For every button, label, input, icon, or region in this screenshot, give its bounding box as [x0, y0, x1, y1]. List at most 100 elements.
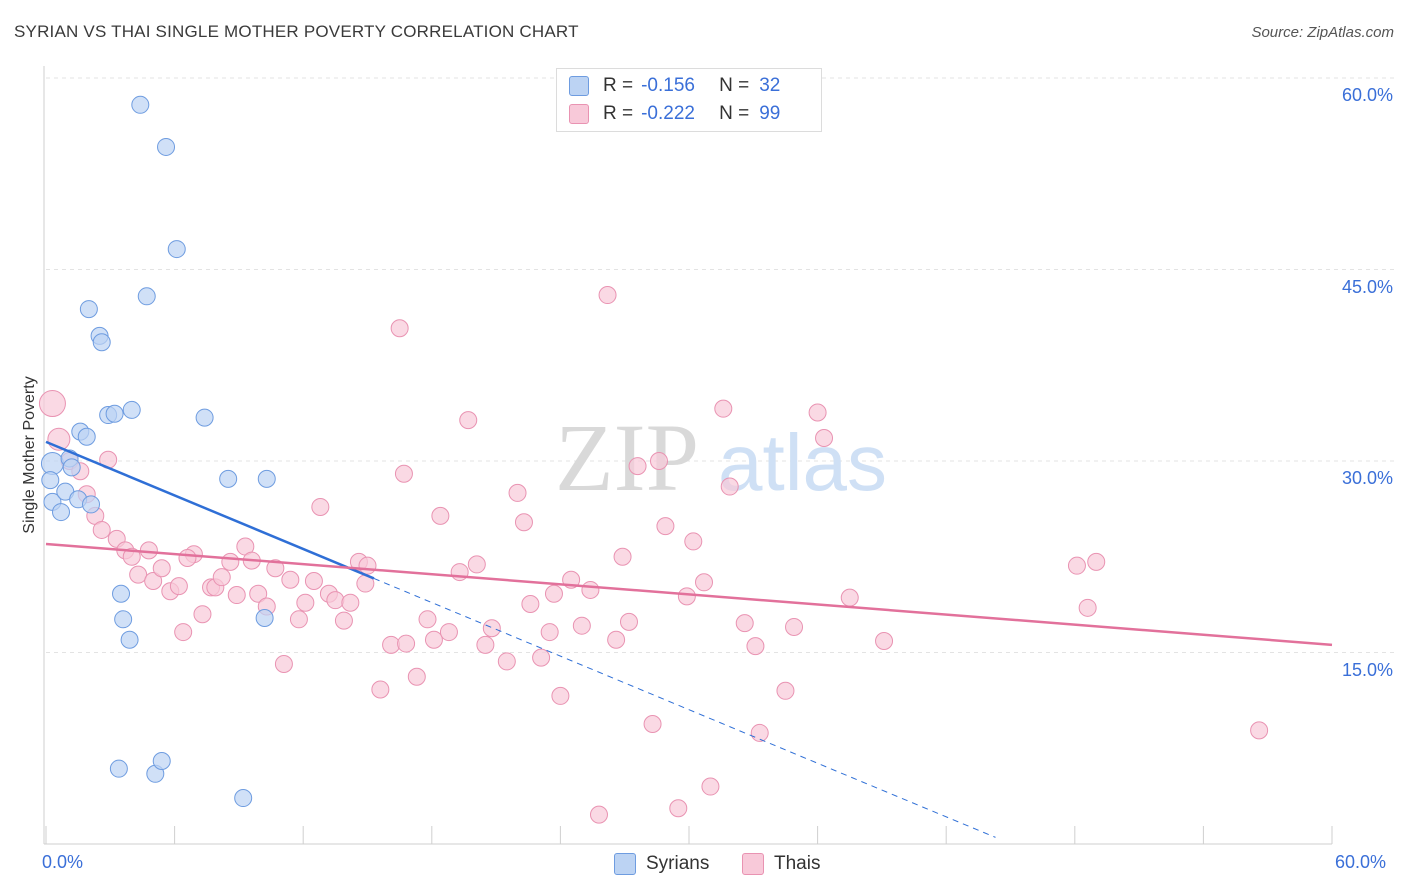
thai-point: [735, 614, 754, 633]
thai-point: [390, 319, 409, 338]
n-label: N =: [719, 103, 750, 124]
thai-point: [544, 584, 563, 603]
legend-label-syrians: Syrians: [646, 853, 710, 874]
thai-point: [144, 572, 163, 591]
thai-point: [424, 630, 443, 649]
thai-point: [649, 452, 668, 470]
thai-point: [607, 630, 626, 649]
y-tick-label: 60.0%: [1341, 85, 1393, 105]
thai-point: [701, 777, 720, 796]
syrian-point: [79, 300, 98, 319]
syrian-point: [234, 789, 253, 808]
chart-title: SYRIAN VS THAI SINGLE MOTHER POVERTY COR…: [14, 22, 579, 41]
thai-point: [193, 605, 212, 624]
thai-point: [326, 591, 345, 610]
watermark-zip: ZIP: [555, 404, 699, 511]
thai-point: [613, 547, 632, 566]
syrian-point: [120, 630, 139, 649]
thais-points: [38, 286, 1269, 824]
syrian-point: [131, 95, 150, 114]
syrian-point: [137, 287, 156, 306]
legend-thais[interactable]: Thais: [742, 851, 820, 877]
thai-point: [589, 805, 608, 824]
syrian-point: [255, 609, 274, 628]
thai-point: [371, 680, 390, 699]
thai-point: [1078, 598, 1097, 617]
thai-point: [92, 520, 111, 539]
thai-point: [656, 517, 675, 536]
trend-lines: [45, 440, 1333, 838]
thai-point: [581, 580, 600, 599]
thais-swatch: [569, 104, 589, 124]
thai-point: [311, 497, 330, 516]
syrian-point: [219, 469, 238, 488]
syrian-point: [195, 408, 214, 427]
thai-point: [266, 559, 285, 578]
thai-point: [439, 623, 458, 642]
thai-point: [227, 586, 246, 605]
thai-point: [497, 652, 516, 671]
syrian-point: [122, 400, 141, 419]
syrians-swatch: [569, 76, 589, 96]
thai-point: [418, 610, 437, 629]
thai-point: [289, 610, 308, 629]
thai-point: [407, 667, 426, 686]
thai-point: [129, 565, 148, 584]
thai-point: [459, 411, 478, 430]
thais-trend-line: [45, 542, 1333, 647]
thai-point: [521, 594, 540, 613]
syrian-point: [112, 584, 131, 603]
thai-point: [875, 632, 894, 651]
thai-point: [169, 577, 188, 596]
syrian-point: [62, 458, 81, 477]
thai-point: [38, 390, 66, 418]
thai-point: [619, 612, 638, 631]
x-tick-max: 60.0%: [1335, 852, 1387, 872]
thai-point: [334, 611, 353, 630]
thai-point: [677, 587, 696, 606]
r-value: -0.156: [641, 75, 695, 96]
thai-point: [122, 547, 141, 566]
thai-point: [152, 559, 171, 578]
thai-point: [482, 619, 501, 638]
thai-point: [572, 616, 591, 635]
syrian-point: [257, 469, 276, 488]
legend-syrians[interactable]: Syrians: [614, 851, 709, 877]
thai-point: [1250, 721, 1269, 740]
syrian-point: [157, 137, 176, 156]
y-tick-label: 15.0%: [1341, 659, 1393, 680]
watermark-atlas: atlas: [718, 418, 887, 507]
thai-point: [382, 635, 401, 654]
thai-point: [532, 648, 551, 667]
thai-point: [467, 555, 486, 574]
syrian-point: [41, 471, 60, 490]
thai-point: [808, 403, 827, 422]
thai-point: [394, 464, 413, 483]
x-tick-min: 0.0%: [42, 852, 84, 872]
thai-point: [643, 714, 662, 733]
y-tick-label: 45.0%: [1341, 276, 1393, 297]
thai-point: [476, 635, 495, 654]
gridlines: [46, 77, 1394, 653]
thai-point: [281, 570, 300, 589]
thai-point: [249, 584, 268, 603]
n-value: 99: [759, 103, 781, 124]
syrian-point: [82, 495, 101, 514]
syrian-point: [152, 752, 171, 771]
r-label: R =: [603, 103, 634, 124]
thai-point: [508, 483, 527, 502]
syrian-point: [92, 333, 111, 352]
syrians-points: [40, 95, 276, 808]
syrian-point: [167, 240, 186, 259]
syrian-point: [109, 759, 128, 778]
syrian-point: [40, 452, 64, 476]
thai-point: [274, 654, 293, 673]
syrians-trend-line: [45, 440, 375, 580]
thai-point: [714, 399, 733, 418]
thai-point: [551, 686, 570, 705]
thai-point: [1067, 556, 1086, 575]
thai-point: [669, 799, 688, 818]
thai-point: [174, 623, 193, 642]
syrian-point: [114, 610, 133, 629]
thai-point: [695, 573, 714, 592]
